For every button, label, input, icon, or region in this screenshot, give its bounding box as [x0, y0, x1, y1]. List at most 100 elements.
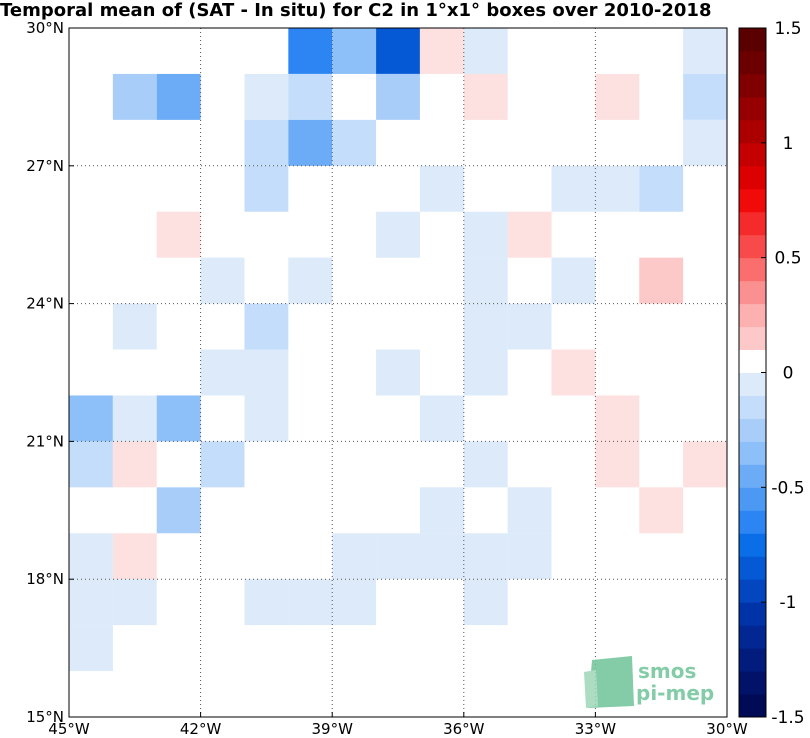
heatmap-cell — [156, 487, 201, 534]
heatmap-cell — [551, 349, 596, 396]
heatmap-cell — [244, 73, 289, 120]
x-axis-ticks: 45°W 42°W 39°W 36°W 33°W 30°W — [48, 712, 748, 738]
heatmap-cell — [288, 73, 333, 120]
heatmap-cell — [332, 119, 377, 166]
heatmap-cell — [463, 579, 508, 626]
heatmap-cell — [419, 487, 464, 534]
x-tick-label: 45°W — [48, 720, 90, 738]
heatmap-cell — [288, 119, 333, 166]
heatmap-cell — [463, 73, 508, 120]
colorbar-segment — [739, 349, 766, 373]
colorbar-segment — [739, 441, 766, 465]
heatmap-cell — [332, 28, 377, 74]
colorbar-segment — [739, 142, 766, 167]
heatmap-cell — [112, 303, 157, 350]
colorbar-tick-label: 1.5 — [774, 19, 801, 39]
heatmap-cell — [463, 28, 508, 74]
heatmap-cell — [156, 73, 201, 120]
x-tick-label: 42°W — [180, 720, 222, 738]
heatmap-cell — [463, 533, 508, 580]
colorbar-segment — [739, 280, 766, 305]
y-tick-label: 18°N — [26, 570, 64, 588]
heatmap-cell — [376, 533, 420, 580]
logo-line-1: smos — [638, 659, 696, 683]
heatmap-cell — [200, 257, 245, 304]
colorbar-segment — [739, 165, 766, 190]
heatmap-cell — [551, 165, 596, 212]
heatmap-cell — [156, 395, 201, 442]
colorbar-segment — [739, 50, 766, 75]
colorbar-tick-label: -1 — [780, 593, 797, 613]
heatmap-cell — [244, 165, 289, 212]
colorbar-segment — [739, 556, 766, 580]
heatmap-cell — [244, 579, 289, 626]
heatmap-cell — [376, 28, 420, 74]
heatmap-cell — [639, 165, 684, 212]
colorbar-segment — [739, 648, 766, 672]
heatmap-cell — [69, 441, 113, 488]
heatmap-cell — [683, 73, 727, 120]
y-tick-label: 15°N — [26, 708, 64, 726]
colorbar-tick-label: 0 — [783, 364, 794, 384]
y-tick-label: 24°N — [26, 295, 64, 313]
colorbar-segment — [739, 119, 766, 144]
heatmap-cell — [683, 28, 727, 74]
heatmap-cell — [332, 533, 377, 580]
heatmap-cell — [639, 257, 684, 304]
logo-line-2: pi-mep — [636, 681, 714, 705]
heatmap-cell — [376, 349, 420, 396]
heatmap-cell — [463, 441, 508, 488]
heatmap-cell — [244, 349, 289, 396]
logo-mark-shadow-icon — [584, 670, 598, 708]
y-tick-label: 27°N — [26, 157, 64, 175]
x-tick-label: 39°W — [311, 720, 353, 738]
colorbar-segment — [739, 211, 766, 236]
heatmap-cell — [507, 533, 552, 580]
colorbar-segment — [739, 188, 766, 213]
heatmap-cell — [288, 28, 333, 74]
colorbar-segment — [739, 464, 766, 488]
heatmap-cell — [595, 165, 640, 212]
heatmap-cell — [683, 119, 727, 166]
x-tick-label: 33°W — [575, 720, 617, 738]
heatmap-cell — [463, 257, 508, 304]
colorbar-segment — [739, 326, 766, 351]
colorbar-segment — [739, 533, 766, 557]
colorbar-segment — [739, 303, 766, 328]
heatmap-cell — [507, 211, 552, 258]
heatmap-cell — [683, 441, 727, 488]
colorbar-segment — [739, 625, 766, 649]
heatmap-cell — [156, 211, 201, 258]
y-tick-label: 21°N — [26, 432, 64, 450]
heatmap-cell — [419, 28, 464, 74]
colorbar-segment — [739, 28, 766, 52]
colorbar-segment — [739, 257, 766, 282]
grid-lines — [69, 28, 727, 717]
heatmap-cell — [200, 441, 245, 488]
colorbar-tick-label: 1 — [783, 134, 794, 154]
heatmap-cell — [69, 625, 113, 672]
colorbar-segment — [739, 694, 766, 718]
colorbar-segment — [739, 579, 766, 603]
heatmap-cell — [507, 303, 552, 350]
heatmap-cell — [419, 395, 464, 442]
colorbar-segment — [739, 418, 766, 442]
chart-title: Temporal mean of (SAT - In situ) for C2 … — [0, 0, 712, 21]
heatmap-cell — [112, 73, 157, 120]
heatmap-cell — [288, 579, 333, 626]
x-tick-label: 36°W — [443, 720, 485, 738]
colorbar-segment — [739, 510, 766, 534]
logo-mark-icon — [588, 656, 634, 708]
heatmap-cell — [244, 395, 289, 442]
smos-pimep-logo: smos pi-mep — [584, 656, 714, 708]
heatmap-cell — [507, 487, 552, 534]
heatmap-cell — [419, 533, 464, 580]
heatmap-cell — [244, 119, 289, 166]
y-axis-ticks: 15°N 18°N 21°N 24°N 27°N 30°N — [26, 19, 74, 726]
colorbar-tick-label: 0.5 — [774, 249, 801, 269]
heatmap-cell — [463, 303, 508, 350]
heatmap-cell — [112, 579, 157, 626]
colorbar-tick-label: -1.5 — [771, 708, 804, 728]
x-tick-label: 30°W — [706, 720, 748, 738]
heatmap-cell — [595, 73, 640, 120]
